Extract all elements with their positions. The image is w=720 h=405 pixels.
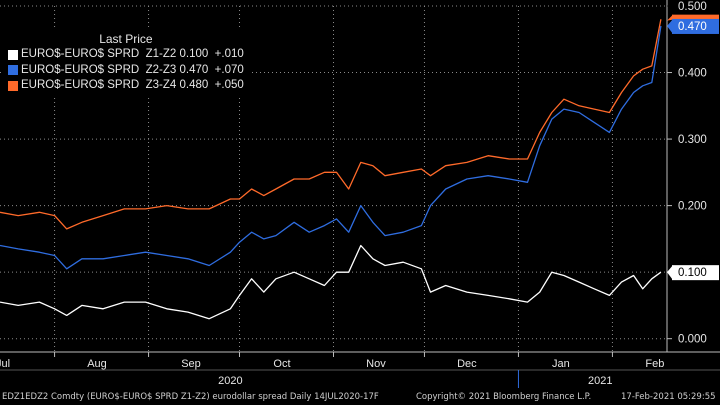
legend-swatch-z2-z3 [8,65,18,76]
x-tick-label: Oct [273,358,290,370]
series-line-1 [0,25,662,270]
last-value-tag [672,14,719,20]
legend-item-z2-z3: EURO$-EURO$ SPRD Z2-Z3 0.470 +.070 [8,63,244,79]
legend-change-z2-z3: +.070 [214,63,244,76]
y-tick-label: 0.400 [678,68,707,80]
x-tick-label: Feb [645,358,664,370]
footer-copyright: Copyright© 2021 Bloomberg Finance L.P. [416,392,592,402]
x-tick-label: Jan [552,358,570,370]
legend-last-z2-z3: 0.470 [179,63,209,76]
footer-timestamp: 17-Feb-2021 05:29:55 [621,392,716,402]
last-value-tag [672,0,719,14]
y-axis: 0.0000.1000.2000.3000.4000.5000.5000.470… [666,0,719,352]
footer: EDZ1EDZ2 Comdty (EURO$-EURO$ SPRD Z1-Z2)… [0,389,720,405]
footer-description: EDZ1EDZ2 Comdty (EURO$-EURO$ SPRD Z1-Z2)… [2,392,379,402]
x-tick-label: Sep [181,358,201,370]
legend: Last Price EURO$-EURO$ SPRD Z1-Z2 0.100 … [4,30,250,97]
y-tick-label: 0.200 [678,201,707,213]
series-layer [0,19,662,320]
series-line-2 [0,19,662,230]
x-year-label: 2021 [588,375,612,387]
legend-change-z1-z2: +.010 [214,48,244,60]
y-tick-label: 0.300 [678,134,707,146]
x-tick-label: Nov [366,358,386,370]
last-value-tag-arrow [667,14,673,21]
series-line-0 [0,244,662,320]
legend-last-z1-z2: 0.100 [179,48,209,60]
last-value-tag [672,18,719,34]
x-tick-label: Aug [87,358,107,370]
last-value-tag-arrow [667,265,673,281]
legend-label-z1-z2: EURO$-EURO$ SPRD Z1-Z2 [21,48,177,60]
last-value-tag [672,265,719,281]
last-value-label: 0.500 [678,1,707,13]
x-axis: Jul Aug Sep Oct Nov Dec Jan Feb 2020 2021 [0,351,720,388]
legend-swatch-z1-z2 [8,49,18,60]
legend-item-z3-z4: EURO$-EURO$ SPRD Z3-Z4 0.480 +.050 [8,78,244,94]
legend-swatch-z3-z4 [8,80,18,91]
legend-change-z3-z4: +.050 [214,79,244,91]
y-tick-label: 0.000 [678,334,707,346]
last-value-tag-arrow [667,0,673,14]
line-chart: Jul Aug Sep Oct Nov Dec Jan Feb 2020 2021 0.000 0.… [0,0,720,388]
x-tick-label: Jul [0,358,10,370]
x-tick-label: Dec [457,358,477,370]
legend-last-z3-z4: 0.480 [179,79,209,91]
last-value-label: 0.470 [678,21,707,33]
legend-item-z1-z2: EURO$-EURO$ SPRD Z1-Z2 0.100 +.010 [8,47,244,63]
legend-label-z2-z3: EURO$-EURO$ SPRD Z2-Z3 [21,63,177,76]
last-value-label: 0.100 [678,267,707,279]
x-year-label: 2020 [218,375,242,387]
last-value-tag-arrow [667,18,673,34]
legend-title: Last Price [99,32,153,46]
legend-label-z3-z4: EURO$-EURO$ SPRD Z3-Z4 [21,79,177,91]
